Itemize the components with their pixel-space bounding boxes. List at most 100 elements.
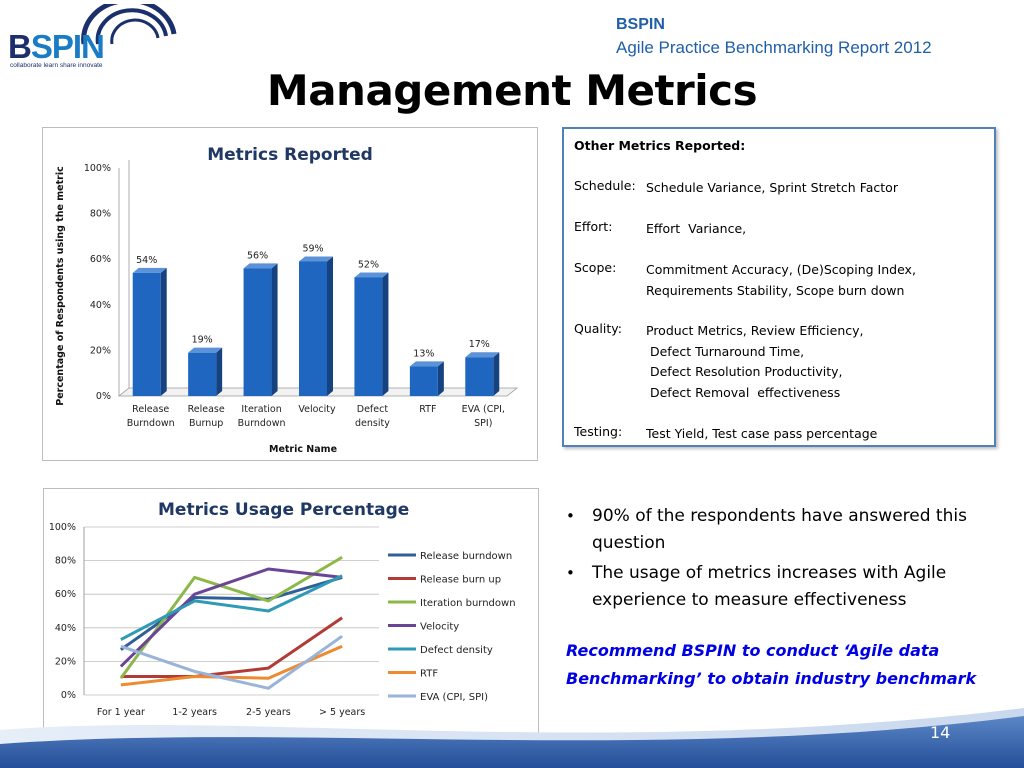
series-line	[119, 567, 343, 668]
list-item: • The usage of metrics increases with Ag…	[566, 560, 1006, 614]
bullet-icon: •	[566, 507, 575, 525]
y-tick-label: 80%	[90, 209, 111, 220]
y-tick-label: 0%	[61, 690, 76, 701]
bar-data-label: 19%	[192, 335, 213, 346]
bar-data-label: 13%	[413, 348, 434, 359]
x-tick-label: Release	[132, 404, 169, 415]
metric-category-label: Testing:	[574, 424, 623, 439]
x-tick-label: Burndown	[238, 418, 286, 429]
legend-label: Velocity	[420, 622, 459, 633]
logo-wordmark: BSPIN	[8, 28, 105, 65]
bar-side	[327, 256, 333, 396]
metric-category-label: Scope:	[574, 260, 617, 275]
bar-data-label: 59%	[302, 243, 323, 254]
legend-label: EVA (CPI, SPI)	[420, 692, 488, 703]
series-line	[120, 616, 343, 679]
metric-list-text: Defect Removal effectiveness	[646, 384, 841, 400]
bar-data-label: 17%	[469, 339, 490, 350]
metric-list-text: Commitment Accuracy, (De)Scoping Index,	[646, 262, 916, 277]
metric-category-label: Effort:	[574, 219, 613, 234]
x-tick-label: 2-5 years	[246, 707, 291, 718]
x-tick-label: Burnup	[189, 418, 223, 429]
y-axis-title: Percentage of Respondents using the metr…	[55, 166, 66, 405]
series-line	[119, 555, 343, 680]
bar-front	[465, 357, 494, 396]
logo-arcs-icon	[81, 4, 177, 45]
bar-data-label: 56%	[247, 250, 268, 261]
y-tick-label: 100%	[49, 522, 76, 533]
header-org: BSPIN	[616, 16, 665, 33]
y-tick-label: 40%	[55, 623, 76, 634]
y-tick-label: 80%	[55, 556, 76, 567]
legend-label: Release burn up	[420, 575, 501, 586]
bar-front	[243, 268, 272, 396]
bar	[465, 352, 500, 396]
metric-list-text: Requirements Stability, Scope burn down	[646, 282, 905, 298]
y-tick-label: 60%	[55, 589, 76, 600]
bar	[354, 272, 389, 396]
bar-top	[132, 267, 167, 273]
x-axis-title: Metric Name	[269, 444, 337, 455]
bar-data-label: 54%	[136, 255, 157, 266]
other-metrics-box: Other Metrics Reported: Schedule: Schedul…	[562, 127, 996, 447]
chart-title: Metrics Reported	[207, 145, 373, 165]
metric-list-text: Defect Turnaround Time,	[646, 343, 805, 359]
legend-label: Iteration burndown	[420, 598, 516, 609]
y-tick-label: 40%	[90, 300, 111, 311]
bar-top	[465, 352, 500, 358]
series-line	[120, 634, 343, 690]
recommendation-text: Recommend BSPIN to conduct ‘Agile data B…	[566, 641, 977, 688]
findings-list: • 90% of the respondents have answered t…	[566, 503, 1006, 617]
x-tick-label: SPI)	[474, 418, 492, 429]
other-metrics-row: Quality: Product Metrics, Review Efficien…	[574, 321, 864, 403]
bar	[188, 347, 223, 396]
metric-category-label: Schedule:	[574, 178, 636, 193]
metrics-reported-chart: Metrics Reported 0% 20% 40% 60% 80% 100% 54% Rel…	[42, 127, 538, 461]
x-tick-label: Release	[188, 404, 225, 415]
bar-front	[188, 352, 217, 396]
footer-band	[0, 708, 1024, 768]
bar-top	[409, 361, 444, 367]
bar-top	[354, 272, 389, 278]
other-metrics-row: Schedule: Schedule Variance, Sprint Stret…	[574, 178, 898, 199]
x-tick-label: Iteration	[241, 404, 281, 415]
bar	[243, 263, 278, 396]
bar-top	[188, 347, 223, 353]
bspin-logo: BSPIN collaborate learn share innovate	[6, 4, 182, 70]
bar-side	[216, 347, 223, 396]
bar-side	[493, 352, 500, 396]
x-tick-label: density	[355, 418, 390, 429]
bar-front	[132, 272, 161, 396]
bar-front	[409, 366, 438, 396]
metric-category-label: Quality:	[574, 321, 622, 336]
metric-list-text: Effort Variance,	[646, 221, 747, 236]
series-line	[120, 575, 343, 651]
chart-title: Metrics Usage Percentage	[158, 500, 409, 520]
bar-side	[382, 272, 389, 396]
header-report-title: Agile Practice Benchmarking Report 2012	[616, 38, 932, 57]
other-metrics-title: Other Metrics Reported:	[574, 138, 746, 153]
bullet-icon: •	[566, 564, 575, 582]
legend-label: Release burndown	[420, 551, 512, 562]
x-tick-label: Velocity	[298, 404, 336, 415]
list-item: • 90% of the respondents have answered t…	[566, 503, 1006, 557]
bar-side	[271, 263, 278, 396]
metrics-reported-svg: Metrics Reported 0% 20% 40% 60% 80% 100% 54% Rel…	[55, 145, 519, 455]
bar-front	[299, 261, 327, 396]
legend-label: Defect density	[420, 645, 493, 656]
x-tick-label: For 1 year	[97, 707, 145, 718]
metric-list-text: Product Metrics, Review Efficiency,	[646, 323, 864, 338]
y-tick-label: 20%	[55, 656, 76, 667]
y-tick-label: 20%	[90, 345, 111, 356]
other-metrics-row: Testing: Test Yield, Test case pass perce…	[574, 424, 877, 445]
metric-list-text: Defect Resolution Productivity,	[646, 364, 843, 379]
bar-side	[437, 361, 444, 396]
bar	[299, 256, 333, 396]
metrics-usage-chart: Metrics Usage Percentage 0% 20% 40% 60% 80% 10…	[43, 488, 539, 734]
series-line	[120, 574, 343, 641]
bar-top	[299, 256, 333, 262]
page-title: Management Metrics	[266, 66, 758, 115]
metrics-usage-svg: Metrics Usage Percentage 0% 20% 40% 60% 80% 10…	[49, 500, 516, 718]
page-number: 14	[930, 723, 951, 742]
metric-list-text: Test Yield, Test case pass percentage	[646, 426, 878, 441]
